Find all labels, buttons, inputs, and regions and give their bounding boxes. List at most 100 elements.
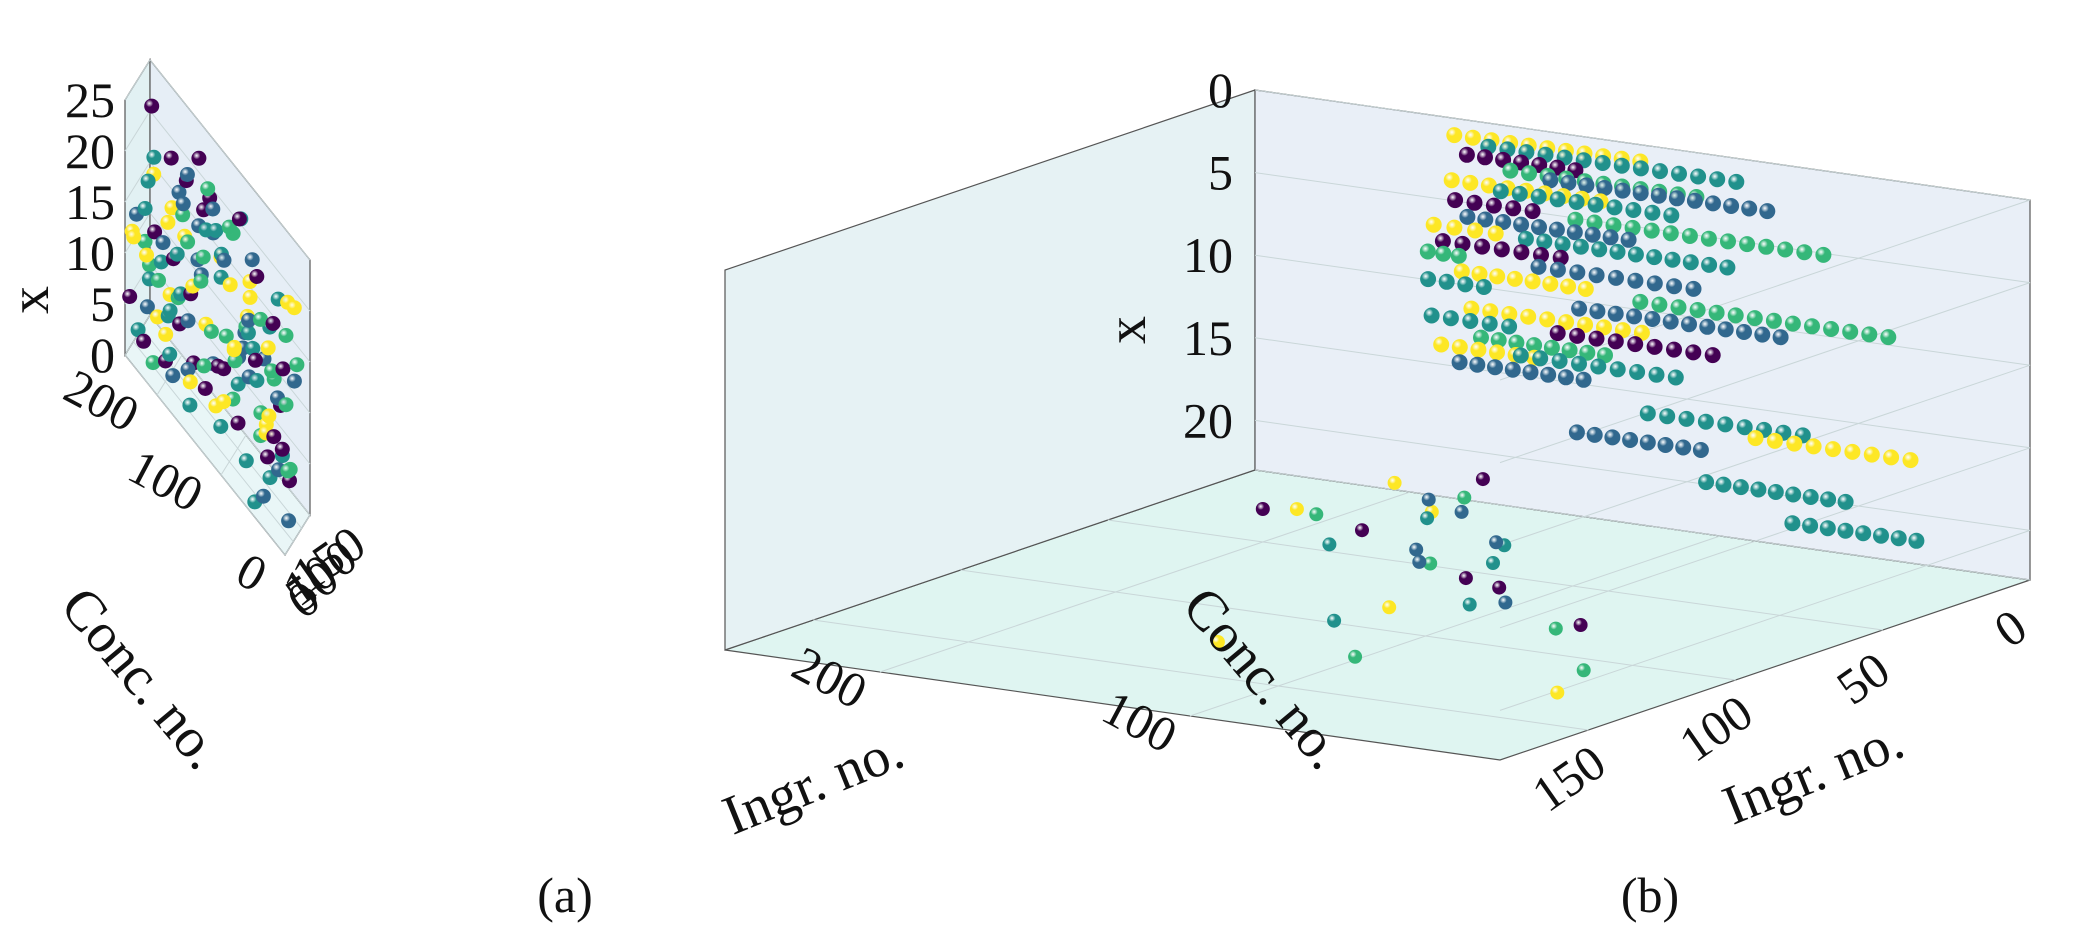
data-point: [1458, 571, 1473, 586]
bead: [1709, 171, 1726, 188]
bead: [1571, 300, 1588, 317]
bead: [1880, 329, 1897, 346]
caption-a: (a): [537, 867, 593, 923]
bead: [1442, 310, 1459, 327]
bead: [1622, 432, 1639, 448]
bead: [1464, 129, 1481, 146]
bead: [1667, 369, 1684, 386]
bead: [1513, 244, 1530, 261]
bead: [1796, 244, 1813, 261]
data-point: [238, 453, 254, 469]
bead: [1462, 313, 1479, 329]
bead: [1577, 281, 1594, 297]
bead: [1685, 344, 1702, 361]
data-point: [1489, 535, 1504, 550]
bead: [1629, 364, 1646, 380]
data-point: [255, 488, 271, 504]
data-point: [278, 328, 294, 343]
bead: [1802, 517, 1819, 534]
y-tick-label: 100: [120, 438, 213, 523]
bead: [1682, 254, 1699, 271]
bead: [1704, 347, 1721, 364]
bead: [1664, 251, 1681, 268]
bead: [1577, 316, 1594, 333]
bead: [1568, 424, 1585, 441]
bead: [1489, 344, 1505, 361]
data-point: [160, 214, 176, 230]
bead: [1605, 217, 1622, 234]
data-point: [1492, 580, 1507, 595]
bead: [1594, 155, 1611, 171]
data-point: [196, 358, 212, 374]
bead: [1568, 194, 1585, 210]
bead: [1666, 341, 1682, 358]
bead: [1504, 361, 1521, 378]
bead: [1659, 408, 1676, 425]
data-point: [1255, 502, 1270, 516]
bead: [1506, 270, 1523, 287]
bead: [1607, 305, 1624, 322]
bead: [1602, 229, 1619, 246]
bead: [1777, 241, 1794, 258]
data-point: [203, 324, 219, 339]
bead: [1467, 222, 1484, 239]
bead: [1571, 355, 1587, 372]
bead-strings: [1419, 127, 1925, 549]
bead: [1425, 216, 1442, 233]
bead: [1784, 515, 1801, 532]
bead: [1855, 525, 1872, 542]
bead: [1492, 183, 1509, 200]
bead: [1572, 238, 1589, 255]
bead: [1549, 325, 1566, 342]
data-point: [1573, 618, 1588, 632]
caption-b: (b): [1621, 867, 1679, 923]
data-point: [175, 196, 191, 212]
z-axis-label: x: [0, 286, 61, 314]
data-point: [1409, 542, 1424, 557]
z-tick-label: 25: [65, 72, 115, 128]
data-point: [221, 219, 237, 235]
bead: [1454, 235, 1471, 252]
bead: [1646, 249, 1663, 266]
bead: [1873, 527, 1889, 544]
bead: [1765, 312, 1782, 329]
data-point: [1348, 649, 1363, 664]
bead: [1759, 203, 1776, 220]
bead: [1662, 313, 1679, 330]
y-tick-label: 0: [228, 542, 276, 603]
data-point: [241, 312, 257, 328]
bead: [1705, 195, 1721, 212]
bead: [1579, 344, 1596, 361]
bead: [1772, 329, 1789, 346]
bead: [1681, 316, 1697, 333]
bead: [1746, 310, 1763, 327]
bead: [1732, 479, 1749, 496]
data-point: [1289, 502, 1304, 517]
x-axis-label: Ingr. no.: [714, 719, 912, 847]
bead: [1785, 486, 1802, 503]
data-point: [242, 289, 258, 305]
bead: [1423, 307, 1440, 324]
bead: [1567, 211, 1584, 228]
data-point: [240, 325, 256, 341]
data-point: [286, 300, 302, 316]
bead: [1908, 532, 1925, 549]
data-point: [247, 352, 263, 368]
bead: [1608, 269, 1624, 286]
data-point: [195, 249, 211, 265]
bead: [1501, 306, 1518, 322]
data-point: [260, 449, 275, 465]
bead: [1639, 405, 1656, 422]
bead: [1586, 426, 1603, 443]
bead: [1560, 278, 1577, 295]
data-point: [140, 173, 156, 189]
z-tick-label: 5: [90, 276, 115, 332]
data-point: [182, 374, 198, 390]
data-point: [146, 149, 162, 165]
bead: [1596, 180, 1613, 196]
bead: [1590, 358, 1607, 375]
bead: [1890, 530, 1907, 547]
bead: [1717, 416, 1734, 433]
bead: [1715, 476, 1732, 493]
